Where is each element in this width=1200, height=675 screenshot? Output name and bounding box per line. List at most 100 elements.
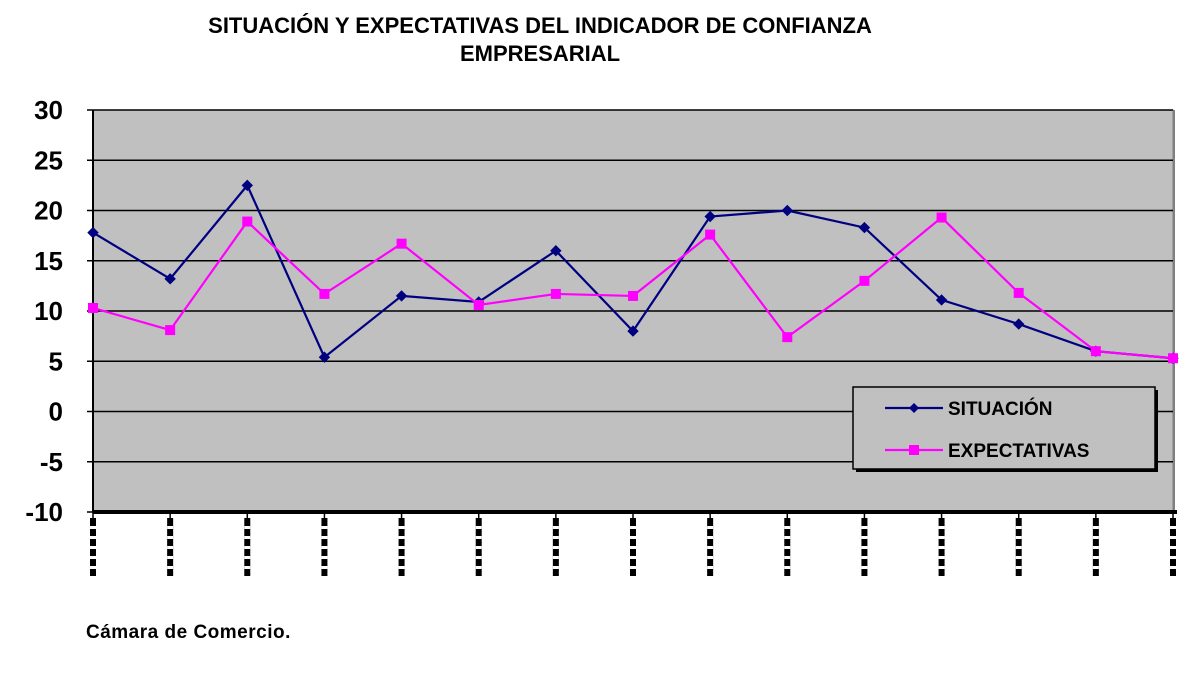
x-tick-label-gap [244, 566, 251, 569]
legend-marker [909, 403, 919, 413]
data-point [319, 288, 330, 299]
data-point [1090, 346, 1101, 357]
x-tick-label-mark [861, 518, 868, 576]
y-tick-label: -5 [40, 447, 63, 477]
x-tick-label-gap [475, 546, 482, 549]
x-tick-label-gap [475, 526, 482, 529]
data-point [396, 238, 407, 249]
x-tick-label-gap [244, 526, 251, 529]
x-tick-label-mark [244, 518, 251, 576]
y-tick-label: 5 [49, 346, 63, 376]
y-tick-label: 25 [34, 145, 63, 175]
x-tick-label-gap [938, 556, 945, 559]
x-tick-label-gap [475, 566, 482, 569]
x-tick-label-gap [630, 526, 636, 529]
x-tick-label-mark [1170, 518, 1176, 576]
x-tick-label-mark [167, 518, 174, 576]
x-tick-label-gap [784, 556, 791, 559]
x-tick-label-gap [1170, 546, 1176, 549]
x-tick-label-gap [167, 556, 174, 559]
x-tick-label-gap [398, 526, 405, 529]
data-point [395, 290, 408, 302]
x-tick-label-gap [1092, 556, 1099, 559]
x-tick-label-gap [707, 566, 714, 569]
x-tick-label-gap [784, 566, 791, 569]
data-point [705, 229, 716, 240]
x-tick-label-mark [938, 518, 945, 576]
x-tick-label-mark [1015, 518, 1022, 576]
x-tick-label-gap [398, 556, 405, 559]
data-point [550, 244, 562, 257]
data-point [88, 302, 98, 313]
series-expectativas [88, 212, 1178, 364]
x-tick-label-gap [321, 556, 328, 559]
x-tick-label-gap [630, 556, 636, 559]
x-tick-label-gap [90, 526, 96, 529]
x-tick-label-gap [244, 556, 251, 559]
x-tick-label-mark [90, 518, 96, 576]
x-tick-label-gap [552, 526, 559, 529]
x-tick-label-gap [630, 536, 636, 539]
x-tick-label-gap [707, 546, 714, 549]
series-layer [87, 179, 1179, 364]
x-tick-label-gap [398, 566, 405, 569]
x-tick-label-gap [1092, 546, 1099, 549]
x-tick-label-gap [167, 526, 174, 529]
x-tick-label-gap [1015, 536, 1022, 539]
legend-item-situacion: SITUACIÓN [885, 398, 1053, 420]
x-tick-label-mark [784, 518, 791, 576]
x-tick-label-gap [938, 526, 945, 529]
data-point [704, 210, 716, 223]
x-tick-label-gap [1170, 556, 1176, 559]
y-tick-label: 20 [34, 196, 63, 226]
y-tick-label: 0 [49, 397, 63, 427]
x-tick-label-gap [784, 546, 791, 549]
legend: SITUACIÓN EXPECTATIVAS [852, 386, 1158, 472]
data-point [782, 332, 793, 343]
x-tick-label-gap [1170, 566, 1176, 569]
x-tick-label-gap [552, 536, 559, 539]
data-point [858, 221, 871, 234]
data-point [1013, 318, 1025, 330]
x-tick-label-mark [707, 518, 714, 576]
x-tick-label-mark [321, 518, 328, 576]
data-point [936, 212, 947, 223]
data-point [781, 204, 793, 217]
x-tick-label-gap [167, 536, 174, 539]
data-point [935, 294, 948, 306]
x-tick-label-gap [861, 546, 868, 549]
x-tick-label-gap [707, 536, 714, 539]
x-tick-label-gap [321, 536, 328, 539]
legend-item-expectativas: EXPECTATIVAS [885, 441, 1089, 462]
x-tick-label-gap [167, 546, 174, 549]
data-point [318, 351, 331, 363]
x-tick-label-gap [784, 536, 791, 539]
x-tick-label-gap [1092, 566, 1099, 569]
data-point [242, 216, 253, 227]
x-tick-label-gap [90, 546, 96, 549]
data-point [550, 288, 561, 299]
x-tick-label-gap [552, 546, 559, 549]
x-tick-label-gap [1092, 526, 1099, 529]
x-tick-label-gap [398, 546, 405, 549]
legend-marker [909, 445, 919, 455]
data-point [1013, 287, 1024, 298]
x-tick-label-gap [861, 556, 868, 559]
x-tick-label-gap [938, 536, 945, 539]
x-tick-label-gap [1015, 546, 1022, 549]
chart-title-line-2: EMPRESARIAL [459, 41, 621, 66]
x-tick-label-gap [475, 556, 482, 559]
x-tick-label-gap [784, 526, 791, 529]
x-tick-label-gap [321, 526, 328, 529]
data-point [1168, 353, 1178, 364]
x-tick-label-gap [938, 546, 945, 549]
x-tick-label-gap [321, 546, 328, 549]
x-tick-label-gap [244, 536, 251, 539]
axes: 30 25 20 15 10 5 0 -5 -10 [25, 95, 1177, 576]
data-point [87, 226, 99, 239]
x-tick-label-gap [552, 566, 559, 569]
data-point [165, 325, 176, 336]
x-tick-label-gap [861, 566, 868, 569]
x-tick-label-gap [1015, 566, 1022, 569]
